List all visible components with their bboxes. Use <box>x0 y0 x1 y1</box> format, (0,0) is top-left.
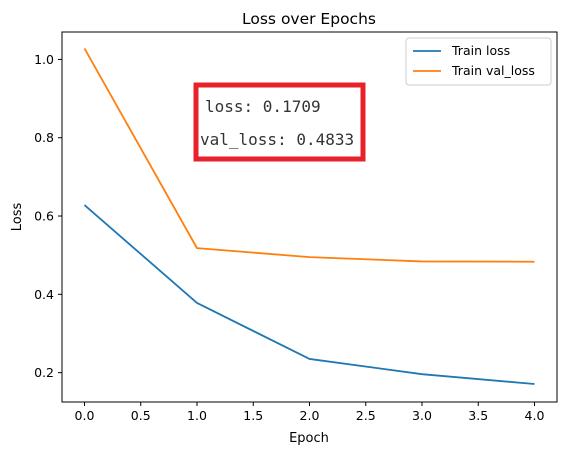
annotation-border <box>193 82 366 162</box>
y-tick-label: 1.0 <box>34 52 54 67</box>
series-line-train-val-loss <box>83 48 535 263</box>
x-axis-label: Epoch <box>289 431 329 446</box>
x-tick-label: 2.0 <box>300 408 320 423</box>
y-axis-label: Loss <box>10 203 25 232</box>
legend-label-train-loss: Train loss <box>451 43 510 58</box>
y-axis: 0.2 0.4 0.6 0.8 1.0 <box>34 52 62 380</box>
x-axis: 0.0 0.5 1.0 1.5 2.0 2.5 3.0 3.5 4.0 <box>75 402 545 423</box>
plot-area <box>61 31 558 403</box>
legend-label-train-val-loss: Train val_loss <box>451 63 535 78</box>
x-tick-label: 0.5 <box>131 408 151 423</box>
x-tick-label: 1.5 <box>243 408 263 423</box>
legend: Train loss Train val_loss <box>405 37 552 86</box>
x-tick-label: 3.5 <box>468 408 488 423</box>
chart-title: Loss over Epochs <box>242 10 376 28</box>
y-tick-label: 0.6 <box>34 209 54 224</box>
series-line-train-loss <box>83 204 535 385</box>
y-tick-label: 0.4 <box>34 287 54 302</box>
x-tick-label: 2.5 <box>356 408 376 423</box>
annotation-box: loss: 0.1709 val_loss: 0.4833 <box>193 82 366 162</box>
legend-frame <box>405 37 552 86</box>
x-tick-label: 4.0 <box>525 408 545 423</box>
y-tick-label: 0.2 <box>34 365 54 380</box>
series-lines <box>83 48 535 385</box>
annotation-loss: loss: 0.1709 <box>205 97 321 116</box>
annotation-val-loss: val_loss: 0.4833 <box>200 130 354 149</box>
y-tick-label: 0.8 <box>34 130 54 145</box>
x-tick-label: 3.0 <box>412 408 432 423</box>
x-tick-label: 1.0 <box>187 408 207 423</box>
x-tick-label: 0.0 <box>75 408 95 423</box>
